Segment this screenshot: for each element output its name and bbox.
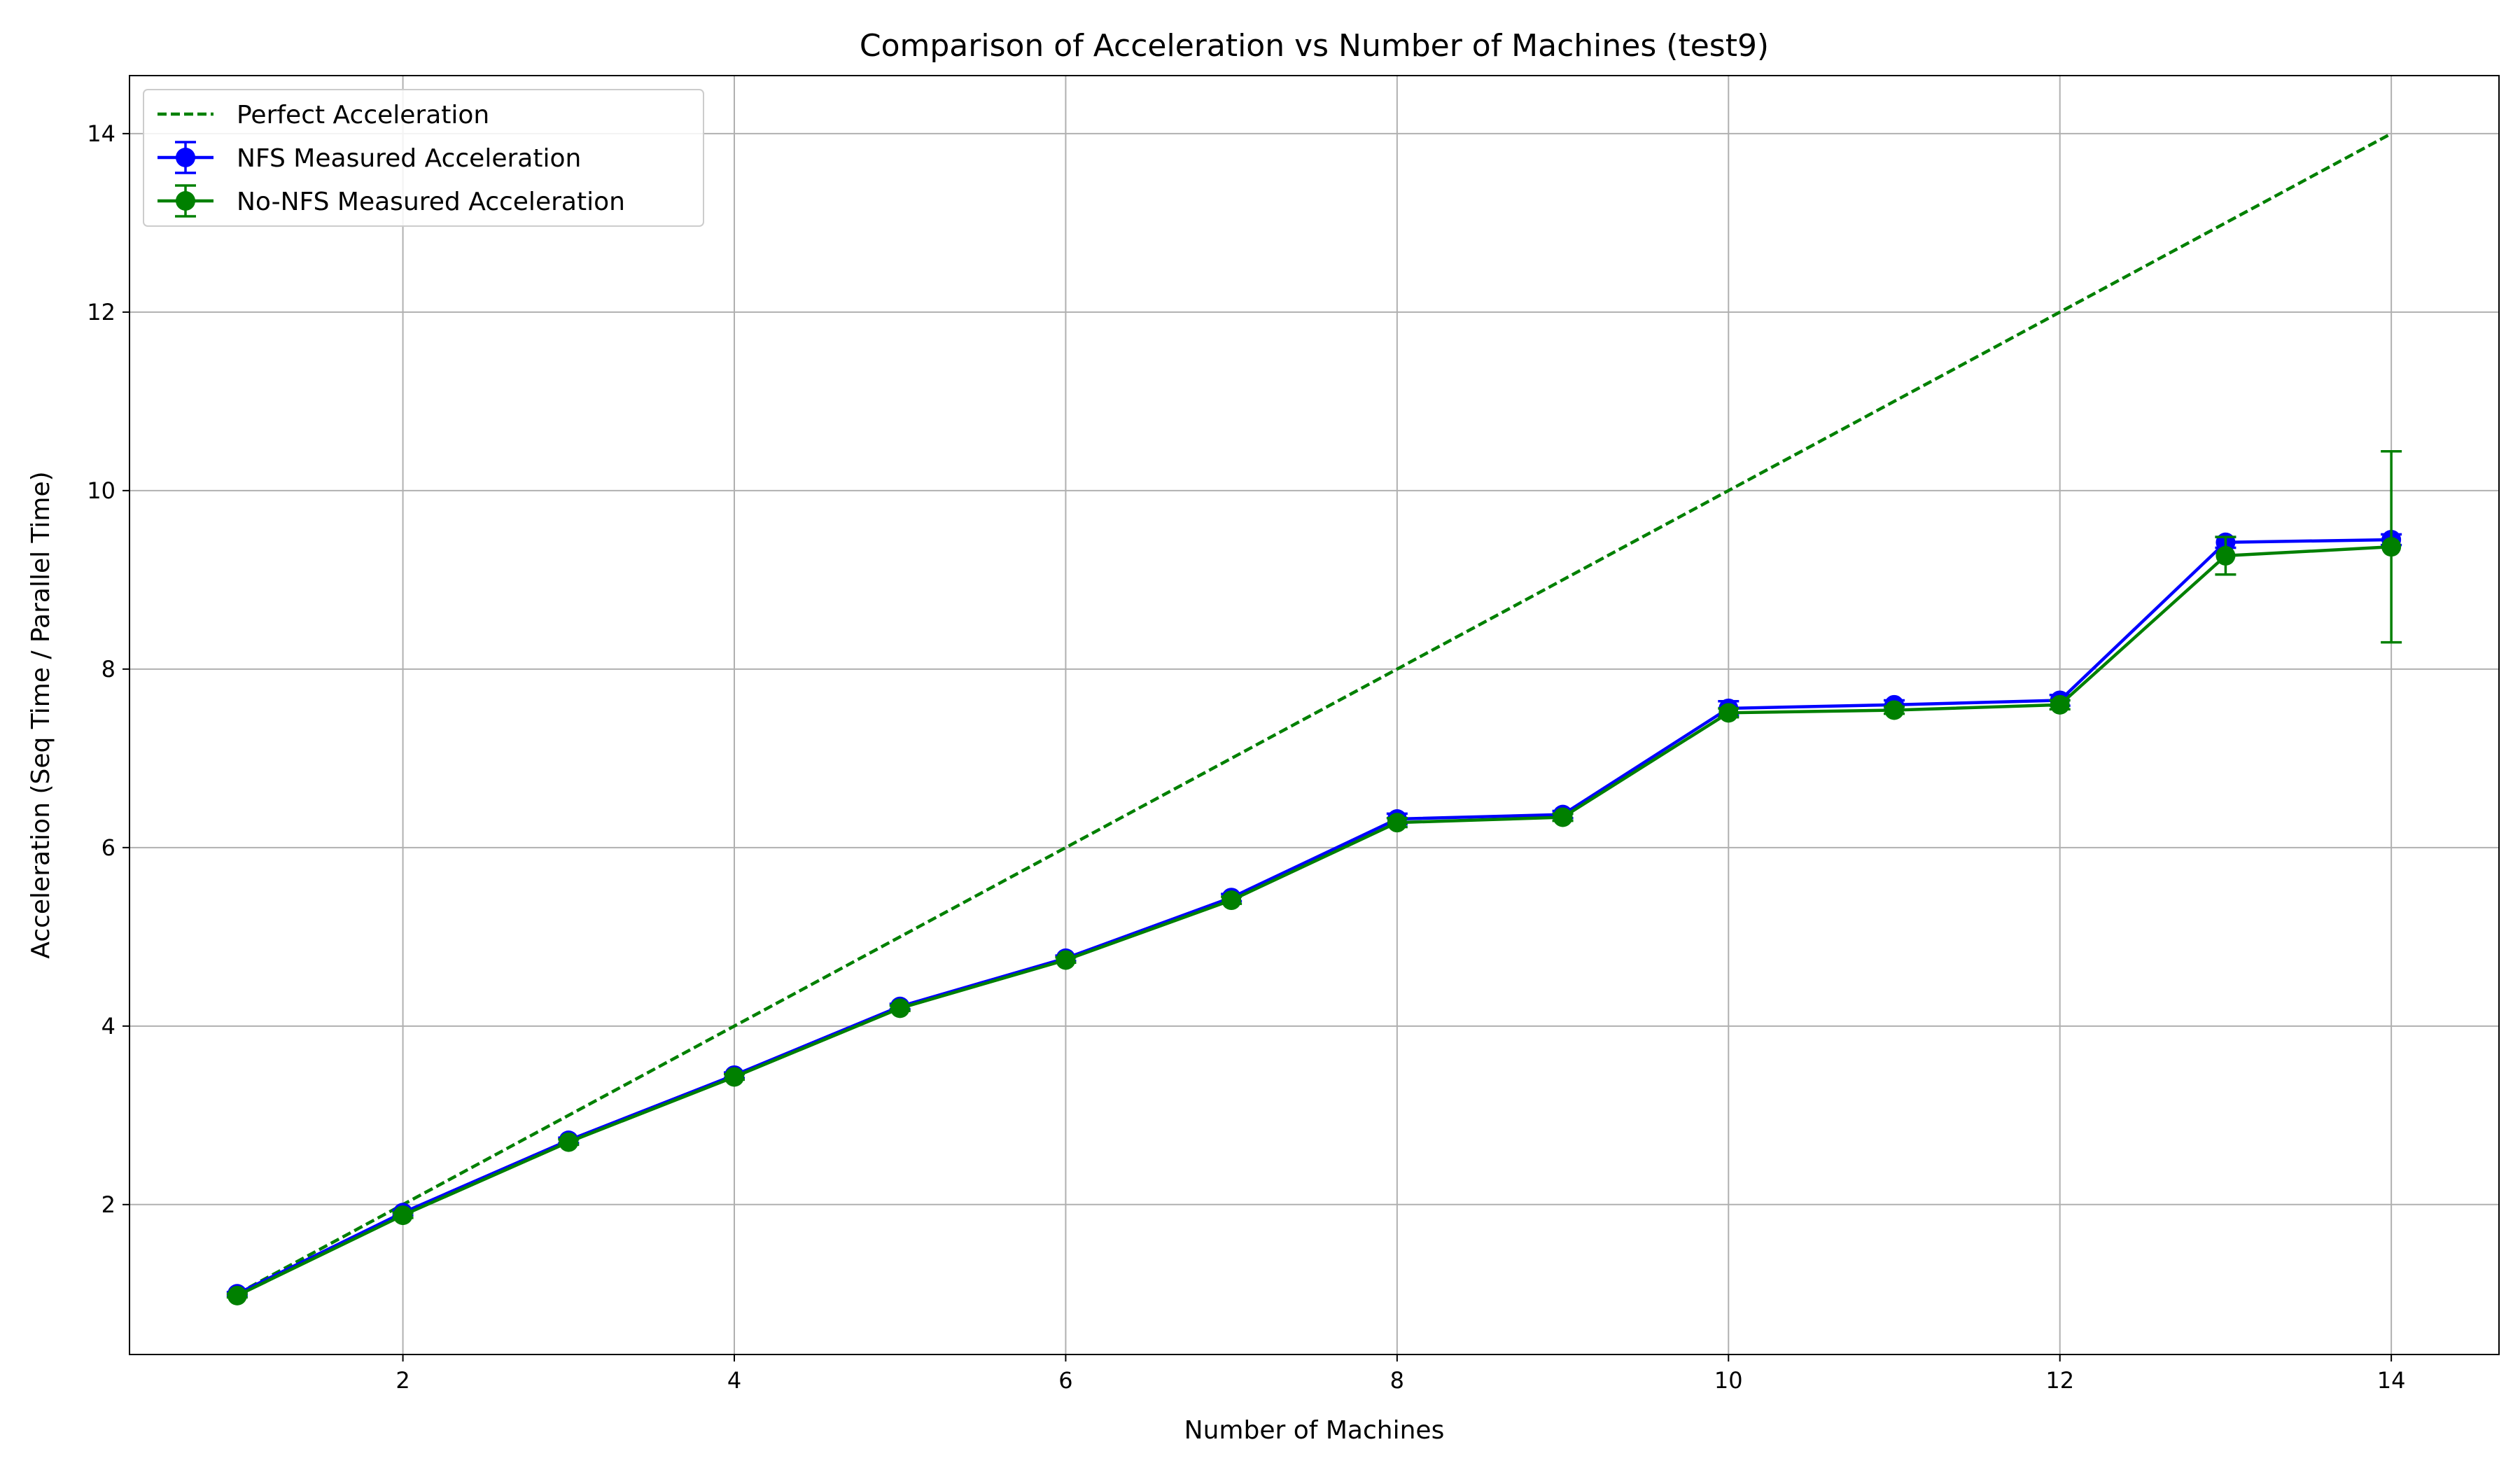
plot-area-frame (129, 75, 2500, 1355)
data-point (2381, 537, 2402, 557)
legend-label: NFS Measured Acceleration (237, 144, 581, 173)
data-point (1553, 807, 1573, 827)
grid (130, 76, 2499, 1354)
x-tick-label: 10 (1714, 1367, 1743, 1394)
series-line (236, 538, 2392, 1296)
series-line (236, 132, 2393, 1296)
legend-label: Perfect Acceleration (237, 101, 489, 130)
y-tick-label: 8 (102, 656, 115, 682)
data-point (393, 1205, 413, 1226)
data-point (890, 998, 910, 1018)
x-tick-label: 12 (2045, 1367, 2074, 1394)
y-tick-label: 12 (87, 299, 115, 326)
legend-box (143, 89, 704, 227)
x-axis-label: Number of Machines (1184, 1416, 1445, 1445)
data-point (2050, 694, 2070, 715)
x-tick-label: 4 (727, 1367, 741, 1394)
y-tick-label: 4 (102, 1013, 115, 1040)
y-axis-label: Acceleration (Seq Time / Parallel Time) (27, 471, 55, 958)
legend: Perfect Acceleration NFS Measured Acceler… (143, 89, 704, 227)
y-tick-label: 2 (102, 1191, 115, 1218)
x-tick-label: 6 (1058, 1367, 1072, 1394)
x-tick-label: 8 (1390, 1367, 1404, 1394)
x-tick-label: 2 (396, 1367, 410, 1394)
data-point (2216, 545, 2236, 566)
axis-ticks: 2 4 6 8 10 12 14 2 4 6 8 10 12 14 (87, 120, 2405, 1394)
legend-swatch-marker (176, 191, 195, 211)
data-point (1222, 890, 1242, 911)
data-point (1884, 700, 1904, 720)
y-tick-label: 10 (87, 477, 115, 504)
series-layer (226, 132, 2402, 1306)
data-point (724, 1067, 745, 1087)
y-tick-label: 6 (102, 834, 115, 861)
data-point (1056, 950, 1076, 970)
data-point (227, 1285, 247, 1306)
legend-swatch-marker (176, 148, 195, 167)
data-point (1718, 703, 1739, 723)
chart-title: Comparison of Acceleration vs Number of … (860, 28, 1769, 64)
x-tick-label: 14 (2377, 1367, 2406, 1394)
data-point (559, 1132, 579, 1152)
y-tick-label: 14 (87, 120, 115, 147)
series-line (236, 545, 2392, 1297)
legend-label: No-NFS Measured Acceleration (237, 188, 625, 216)
data-point (1387, 813, 1407, 833)
